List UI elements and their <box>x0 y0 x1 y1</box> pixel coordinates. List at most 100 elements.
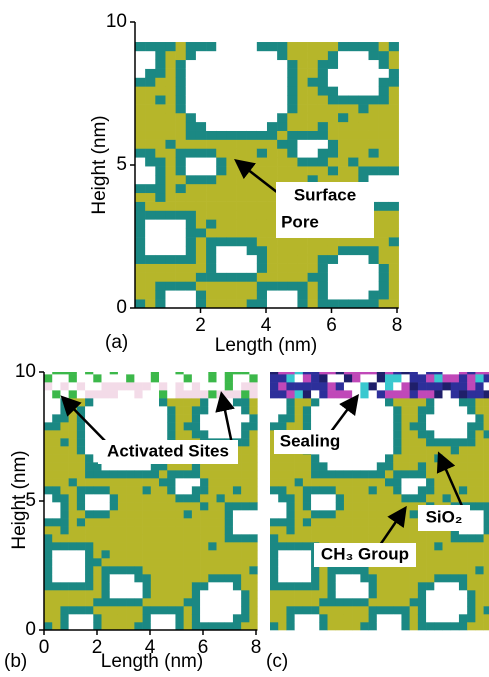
cell <box>208 574 217 582</box>
cell <box>200 398 209 406</box>
cell <box>159 598 168 606</box>
cell <box>443 454 452 462</box>
cell <box>270 534 279 542</box>
cell <box>216 42 226 51</box>
cell <box>385 438 394 446</box>
cell <box>60 470 69 478</box>
cell <box>385 446 394 454</box>
cell <box>295 598 304 606</box>
cell <box>186 281 196 290</box>
cell <box>184 372 193 374</box>
cell <box>241 446 250 454</box>
cell <box>233 590 242 598</box>
cell <box>233 382 242 390</box>
cell <box>358 148 368 157</box>
cell <box>249 390 257 398</box>
cell <box>360 598 369 606</box>
cell <box>77 486 86 494</box>
cell <box>286 542 295 550</box>
cell <box>176 228 186 237</box>
cell <box>360 470 369 478</box>
cell <box>249 566 257 574</box>
cell <box>434 374 443 382</box>
cell <box>69 478 78 486</box>
cell <box>389 60 399 69</box>
cell <box>206 42 216 51</box>
cell <box>270 398 279 406</box>
cell <box>225 606 234 614</box>
cell <box>196 246 206 255</box>
cell <box>297 264 307 273</box>
cell <box>93 542 102 550</box>
cell <box>126 614 135 622</box>
cell <box>110 494 119 502</box>
cell <box>186 202 196 211</box>
cell <box>118 478 127 486</box>
cell <box>451 558 460 566</box>
cell <box>295 454 304 462</box>
cell <box>151 414 160 422</box>
cell <box>151 598 160 606</box>
cell <box>134 374 143 382</box>
cell <box>257 86 267 95</box>
cell <box>176 202 186 211</box>
cell <box>418 574 427 582</box>
cell <box>257 95 267 104</box>
cell <box>270 542 279 550</box>
cell <box>311 598 320 606</box>
cell <box>369 95 379 104</box>
cell <box>267 166 277 175</box>
cell <box>196 51 206 60</box>
cell <box>484 574 489 582</box>
cell <box>267 140 277 149</box>
cell <box>451 438 460 446</box>
cell <box>311 406 320 414</box>
cell <box>217 372 226 374</box>
cell <box>145 273 155 282</box>
cell <box>426 446 435 454</box>
cell <box>247 210 257 219</box>
cell <box>135 219 145 228</box>
cell <box>126 598 135 606</box>
cell <box>237 104 247 113</box>
cell <box>159 534 168 542</box>
cell <box>286 462 295 470</box>
cell <box>167 510 176 518</box>
cell <box>249 606 257 614</box>
cell <box>318 77 328 86</box>
cell <box>377 390 386 398</box>
cell <box>344 526 353 534</box>
cell <box>443 422 452 430</box>
cell <box>52 470 61 478</box>
cell <box>44 372 53 374</box>
cell <box>85 430 94 438</box>
cell <box>44 622 53 630</box>
cell <box>369 148 379 157</box>
cell <box>311 614 320 622</box>
cell <box>145 193 155 202</box>
cell <box>155 166 165 175</box>
cell <box>257 299 267 308</box>
cell <box>247 113 257 122</box>
cell <box>217 566 226 574</box>
cell <box>145 219 155 228</box>
cell <box>151 558 160 566</box>
cell <box>134 550 143 558</box>
cell <box>110 390 119 398</box>
cell <box>401 390 410 398</box>
cell <box>192 582 201 590</box>
cell <box>484 494 489 502</box>
cell <box>77 438 86 446</box>
cell <box>151 478 160 486</box>
cell <box>208 606 217 614</box>
cell <box>237 299 247 308</box>
cell <box>426 550 435 558</box>
cell <box>467 406 476 414</box>
cell <box>241 566 250 574</box>
cell <box>165 273 175 282</box>
cell <box>233 398 242 406</box>
cell <box>277 51 287 60</box>
cell <box>358 42 368 51</box>
cell <box>175 542 184 550</box>
cell <box>206 69 216 78</box>
